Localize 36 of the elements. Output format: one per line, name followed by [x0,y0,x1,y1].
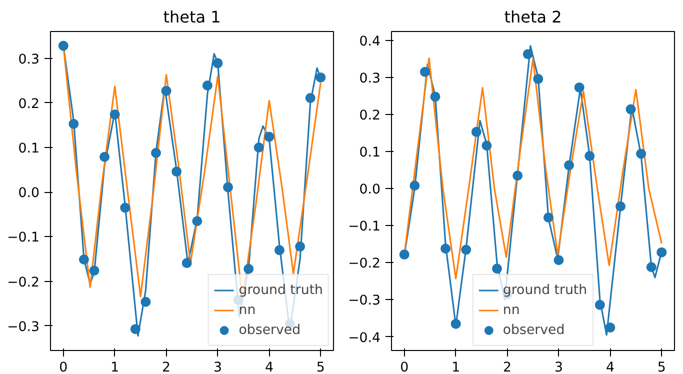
x-tick-label: 2 [503,360,512,374]
legend-label: ground truth [502,282,588,298]
y-tick-label: −0.3 [348,294,381,309]
x-tick-label: 3 [213,360,222,374]
y-tick-label: −0.1 [7,230,40,246]
x-tick-label: 0 [59,360,68,374]
y-tick-label: 0.0 [18,186,40,202]
legend-label: nn [238,302,257,318]
y-tick-label: −0.4 [348,330,381,346]
legend-label: observed [502,322,565,338]
x-tick-label: 4 [264,360,274,374]
chart-title: theta 1 [163,8,221,26]
y-tick-label: 0.3 [18,52,40,68]
x-tick-label: 4 [606,360,614,374]
y-tick-label: −0.3 [7,320,40,335]
y-tick-label: 0.3 [359,71,381,86]
legend-label: observed [238,322,301,338]
y-tick-label: 0.4 [359,34,381,50]
x-tick-label: 2 [162,360,171,374]
x-tick-label: 5 [657,360,666,374]
y-tick-label: 0.1 [18,142,40,156]
y-tick-label: 0.2 [18,96,40,112]
x-tick-label: 3 [554,360,563,374]
y-tick-label: −0.2 [7,275,40,290]
y-tick-label: −0.1 [348,220,381,235]
x-tick-label: 1 [110,360,120,374]
y-tick-label: 0.1 [359,146,381,161]
x-tick-label: 5 [316,360,325,374]
y-tick-label: 0.0 [359,182,381,198]
x-tick-label: 0 [400,360,409,374]
y-tick-label: 0.2 [359,108,381,124]
chart-title: theta 2 [504,8,562,26]
legend-label: ground truth [238,282,323,298]
legend-label: nn [502,302,521,318]
x-tick-label: 1 [452,360,460,374]
y-tick-label: −0.2 [348,256,381,272]
